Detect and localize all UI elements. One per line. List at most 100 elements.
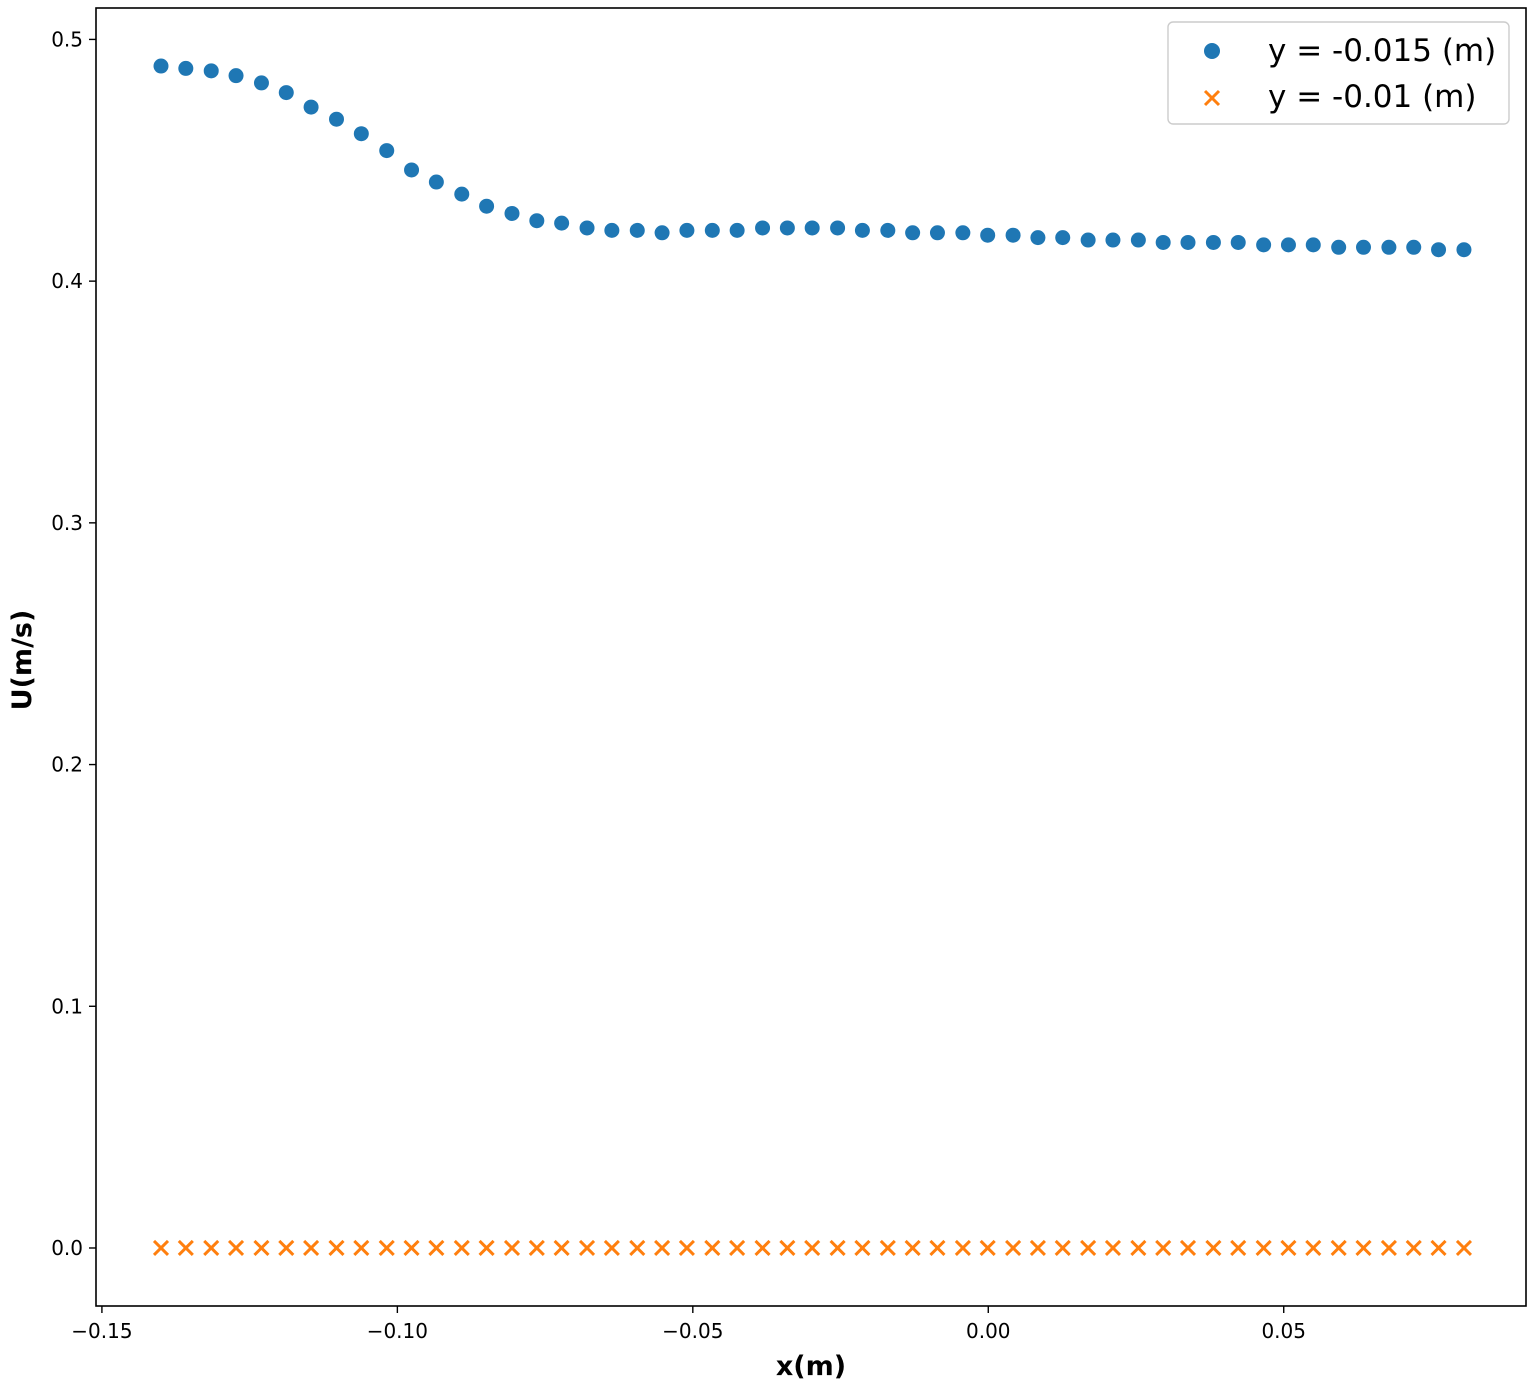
x-axis-ticks: −0.15 −0.10 −0.05 0.00 0.05 — [71, 1306, 1306, 1343]
data-point-series-1 — [629, 222, 645, 238]
data-point-series-2 — [1155, 1239, 1172, 1257]
data-point-series-1 — [854, 222, 870, 238]
data-point-series-2 — [1104, 1239, 1122, 1257]
data-point-series-2 — [1430, 1239, 1447, 1257]
data-point-series-1 — [804, 220, 820, 236]
data-point-series-1 — [1205, 234, 1221, 250]
x-tick-label: −0.15 — [71, 1319, 132, 1343]
data-point-series-2 — [578, 1239, 596, 1257]
data-point-series-1 — [1230, 234, 1246, 250]
data-point-series-1 — [1406, 239, 1422, 255]
data-point-series-1 — [278, 85, 294, 101]
x-tick-label: 0.05 — [1261, 1319, 1306, 1343]
data-point-series-1 — [1055, 230, 1071, 246]
data-point-series-2 — [779, 1239, 796, 1257]
data-point-series-1 — [1356, 239, 1371, 255]
data-point-series-2 — [1205, 1239, 1222, 1257]
data-point-series-1 — [1130, 232, 1146, 248]
legend-box — [1167, 21, 1510, 125]
data-point-series-1 — [955, 225, 971, 241]
legend-label-series-2: y = -0.01 (m) — [1268, 79, 1476, 115]
data-point-series-2 — [729, 1239, 746, 1257]
data-point-series-2 — [528, 1239, 545, 1257]
data-point-series-2 — [678, 1239, 695, 1257]
y-tick-label: 0.3 — [51, 511, 83, 535]
data-point-series-2 — [1230, 1239, 1247, 1257]
data-point-series-1 — [1105, 232, 1121, 248]
data-point-series-2 — [754, 1239, 771, 1257]
data-point-series-2 — [227, 1239, 245, 1257]
data-point-series-1 — [404, 162, 420, 178]
x-axis-title: x(m) — [776, 1351, 846, 1382]
data-point-series-1 — [1256, 237, 1272, 253]
data-point-series-2 — [854, 1239, 871, 1257]
data-point-series-2 — [1305, 1239, 1322, 1257]
data-point-series-1 — [830, 220, 846, 236]
data-point-series-2 — [1330, 1239, 1347, 1257]
data-point-series-2 — [879, 1239, 896, 1257]
data-point-series-1 — [929, 225, 945, 241]
data-point-series-2 — [177, 1239, 194, 1257]
legend-marker-x — [1203, 89, 1221, 107]
legend-marker-circle — [1204, 43, 1220, 59]
data-point-series-1 — [1456, 242, 1472, 258]
data-point-series-2 — [278, 1239, 295, 1257]
x-tick-label: −0.10 — [367, 1319, 428, 1343]
data-point-series-2 — [804, 1239, 821, 1257]
data-point-series-2 — [704, 1239, 721, 1257]
y-axis-ticks: 0.0 0.1 0.2 0.3 0.4 0.5 — [51, 27, 96, 1260]
data-point-series-1 — [153, 58, 169, 74]
data-point-series-1 — [1381, 239, 1397, 255]
y-axis-title: U(m/s) — [7, 610, 38, 711]
data-point-series-2 — [1355, 1239, 1372, 1257]
data-point-series-1 — [679, 222, 695, 238]
data-point-series-1 — [1005, 227, 1021, 243]
data-point-series-2 — [829, 1239, 846, 1257]
data-point-series-2 — [929, 1239, 946, 1257]
data-point-series-2 — [979, 1239, 996, 1257]
data-point-series-1 — [178, 60, 194, 76]
data-point-series-1 — [479, 198, 495, 214]
data-point-series-2 — [1255, 1239, 1272, 1257]
data-point-series-2 — [629, 1239, 646, 1257]
data-point-series-1 — [253, 75, 269, 91]
data-point-series-2 — [1455, 1239, 1473, 1257]
data-point-series-1 — [654, 225, 670, 241]
data-point-series-2 — [1179, 1239, 1197, 1257]
data-point-series-1 — [228, 68, 244, 84]
y-tick-label: 0.0 — [51, 1236, 83, 1260]
data-point-series-2 — [1405, 1239, 1422, 1257]
data-point-series-2 — [303, 1239, 320, 1257]
y-tick-label: 0.2 — [51, 753, 83, 777]
data-point-series-1 — [1331, 239, 1347, 255]
data-point-series-2 — [478, 1239, 495, 1257]
data-point-series-1 — [303, 99, 319, 115]
data-point-series-2 — [253, 1239, 270, 1257]
data-point-series-2 — [1130, 1239, 1147, 1257]
legend-label-series-1: y = -0.015 (m) — [1268, 33, 1496, 69]
data-point-series-2 — [1054, 1239, 1071, 1257]
data-point-series-2 — [1380, 1239, 1397, 1257]
plot-points — [152, 58, 1473, 1257]
data-point-series-2 — [1029, 1239, 1046, 1257]
data-point-series-1 — [1155, 234, 1171, 250]
data-point-series-2 — [553, 1239, 570, 1257]
x-tick-label: −0.05 — [662, 1319, 723, 1343]
data-point-series-1 — [329, 111, 344, 127]
data-point-series-2 — [353, 1239, 370, 1257]
data-point-series-2 — [1005, 1239, 1022, 1257]
data-point-series-2 — [1080, 1239, 1097, 1257]
data-point-series-1 — [504, 205, 520, 221]
data-point-series-1 — [1280, 237, 1296, 253]
data-point-series-1 — [554, 215, 570, 231]
data-point-series-1 — [604, 222, 620, 238]
data-point-series-1 — [529, 213, 545, 229]
y-tick-label: 0.5 — [51, 27, 83, 51]
data-point-series-1 — [428, 174, 444, 190]
data-point-series-1 — [579, 220, 595, 236]
data-point-series-2 — [654, 1239, 671, 1257]
data-point-series-2 — [1280, 1239, 1297, 1257]
data-point-series-2 — [904, 1239, 921, 1257]
